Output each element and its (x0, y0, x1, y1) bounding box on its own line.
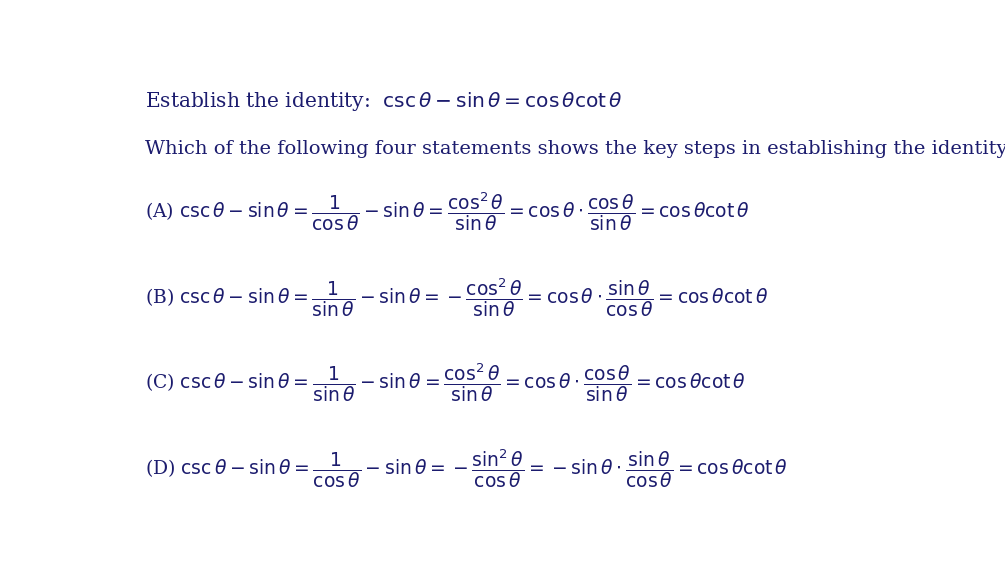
Text: (D) $\mathrm{csc}\,\theta-\sin\theta=\dfrac{1}{\cos\theta}-\sin\theta=-\dfrac{\s: (D) $\mathrm{csc}\,\theta-\sin\theta=\df… (145, 448, 788, 490)
Text: Which of the following four statements shows the key steps in establishing the i: Which of the following four statements s… (145, 140, 1005, 158)
Text: (C) $\mathrm{csc}\,\theta-\sin\theta=\dfrac{1}{\sin\theta}-\sin\theta=\dfrac{\co: (C) $\mathrm{csc}\,\theta-\sin\theta=\df… (145, 362, 746, 404)
Text: (B) $\mathrm{csc}\,\theta-\sin\theta=\dfrac{1}{\sin\theta}-\sin\theta=-\dfrac{\c: (B) $\mathrm{csc}\,\theta-\sin\theta=\df… (145, 277, 769, 319)
Text: Establish the identity:  $\mathrm{csc}\,\theta-\sin\theta=\cos\theta\cot\theta$: Establish the identity: $\mathrm{csc}\,\… (145, 91, 623, 113)
Text: (A) $\mathrm{csc}\,\theta-\sin\theta=\dfrac{1}{\cos\theta}-\sin\theta=\dfrac{\co: (A) $\mathrm{csc}\,\theta-\sin\theta=\df… (145, 191, 750, 233)
